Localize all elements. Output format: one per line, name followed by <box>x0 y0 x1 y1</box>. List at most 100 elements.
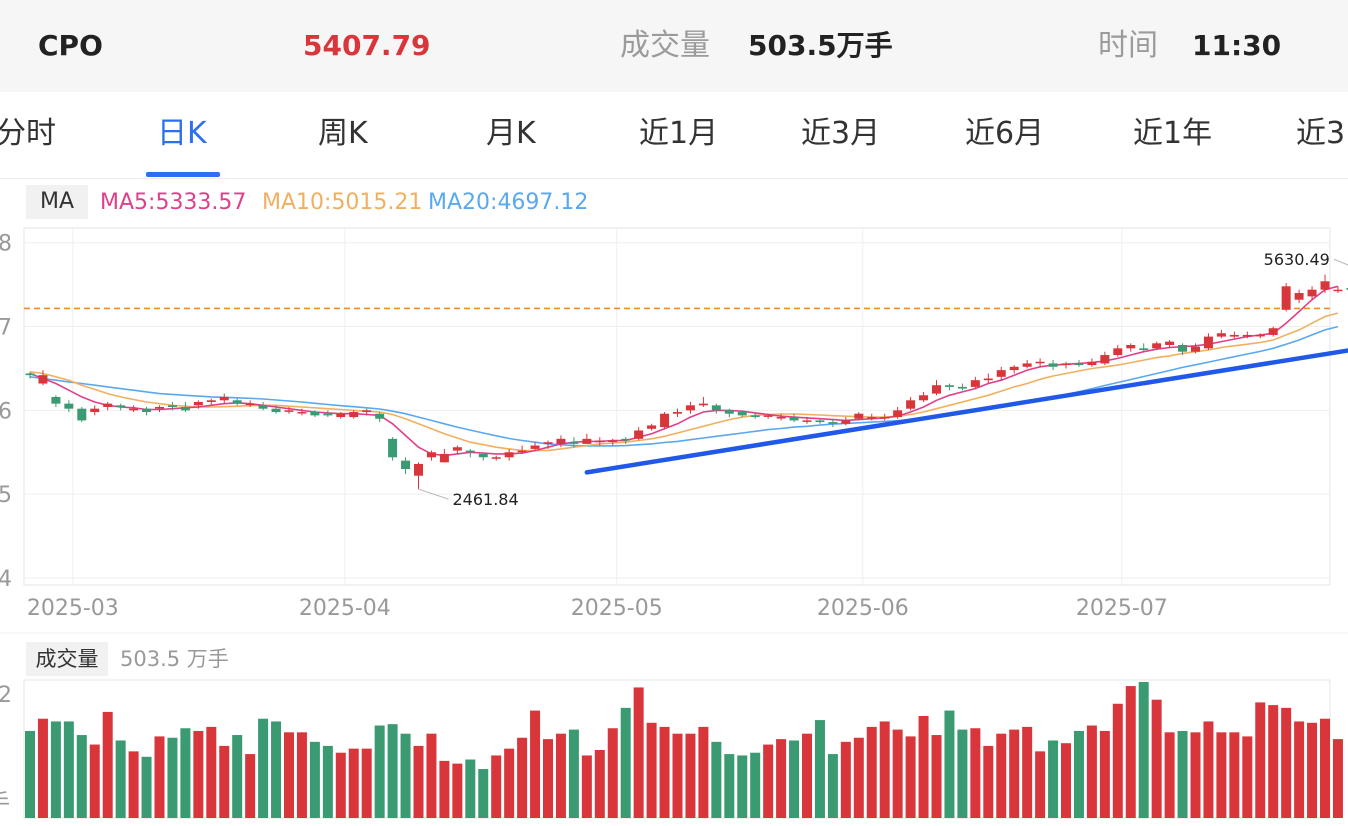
volume-bar <box>452 763 463 818</box>
candle-body <box>750 415 760 418</box>
candle-body <box>841 420 851 424</box>
volume-bar <box>555 733 566 818</box>
volume-bar <box>568 729 579 818</box>
volume-bar <box>141 756 152 818</box>
candle-body <box>284 410 294 412</box>
candle-body <box>232 400 242 404</box>
candle-body <box>724 410 734 414</box>
last-price: 5407.79 <box>303 29 431 62</box>
volume-bar <box>1268 705 1279 818</box>
volume-bar <box>879 721 890 818</box>
candle-body <box>906 400 916 409</box>
volume-bar <box>1203 721 1214 818</box>
volume-bar <box>219 745 230 818</box>
tab-3-years[interactable]: 近3 <box>1296 116 1346 151</box>
volume-panel-value: 503.5 万手 <box>120 647 229 671</box>
volume-bar <box>685 733 696 818</box>
volume-bar <box>827 754 838 818</box>
candle-body <box>595 440 605 443</box>
ma5-line <box>29 285 1339 457</box>
low-price-label: 2461.84 <box>453 490 519 509</box>
candle-body <box>983 378 993 381</box>
volume-bar <box>1112 703 1123 818</box>
candle-body <box>1061 363 1071 366</box>
candle-body <box>193 401 203 406</box>
volume-bar <box>1229 732 1240 818</box>
volume-bar <box>1307 722 1318 818</box>
axis-labels: 8 7 6 5 4 2025-03 2025-04 2025-05 2025-06 2025-07… <box>0 232 1168 816</box>
candle-body <box>1333 289 1343 292</box>
volume-bar <box>335 752 346 818</box>
volume-bar <box>89 744 100 818</box>
volume-bar <box>102 711 113 818</box>
volume-bar <box>413 745 424 818</box>
candle-body <box>815 420 825 423</box>
volume-bar <box>309 741 320 818</box>
volume-bar <box>374 725 385 818</box>
volume-bar <box>348 748 359 818</box>
volume-bar <box>426 733 437 818</box>
candle-body <box>944 385 954 387</box>
candle-body <box>543 442 553 444</box>
candle-body <box>569 442 579 444</box>
y-tick-label: 7 <box>0 316 12 341</box>
candle-body <box>90 408 100 413</box>
candle-body <box>867 417 877 419</box>
candle-body <box>504 452 514 458</box>
tab-monthly-k[interactable]: 月K <box>486 116 536 151</box>
volume-bar <box>63 721 74 818</box>
volume-bar <box>1061 743 1071 818</box>
candle-body <box>375 413 385 419</box>
volume-bar <box>1099 730 1110 818</box>
volume-bar <box>322 745 333 818</box>
candle-body <box>167 405 177 408</box>
ma-selector[interactable]: MA <box>26 185 88 219</box>
tab-1-month[interactable]: 近1月 <box>639 116 719 151</box>
volume-bar <box>115 740 126 818</box>
candle-body <box>245 403 255 406</box>
volume-bar <box>206 726 217 818</box>
candle-body <box>129 408 139 411</box>
tab-1-year[interactable]: 近1年 <box>1133 116 1213 151</box>
tab-3-months[interactable]: 近3月 <box>801 116 881 151</box>
candle-body <box>1022 363 1032 367</box>
volume-bar <box>633 687 644 818</box>
candle-body <box>1242 334 1252 337</box>
volume-bar <box>296 732 307 818</box>
volume-bar <box>1294 721 1305 818</box>
volume-bar <box>1164 732 1175 818</box>
volume-bar <box>76 735 87 818</box>
volume-bar <box>737 755 748 818</box>
candle-body <box>1152 343 1162 349</box>
volume-bar <box>711 741 722 818</box>
candle-body <box>310 412 320 416</box>
candle-body <box>763 415 773 417</box>
tab-intraday[interactable]: 分时 <box>0 116 56 151</box>
volume-bar <box>361 748 372 818</box>
volume-panel-label[interactable]: 成交量 <box>26 642 108 676</box>
tab-weekly-k[interactable]: 周K <box>318 116 368 151</box>
support-trendline <box>584 348 1348 475</box>
volume-bar <box>724 754 735 818</box>
ma5-legend: MA5:5333.57 <box>100 190 247 215</box>
volume-bar <box>1125 686 1136 818</box>
tab-6-months[interactable]: 近6月 <box>965 116 1045 151</box>
candle-body <box>957 386 967 389</box>
volume-bar <box>465 759 476 818</box>
candle-body <box>1048 363 1058 367</box>
volume-bar <box>543 739 553 818</box>
ma20-legend: MA20:4697.12 <box>428 190 589 215</box>
volume-bar <box>957 729 968 818</box>
candle-body <box>1191 346 1200 352</box>
candle-body <box>970 380 980 387</box>
candle-body <box>621 438 631 441</box>
candle-body <box>880 417 890 419</box>
volume-bar <box>1190 732 1201 818</box>
tab-daily-k[interactable]: 日K <box>157 116 207 151</box>
candle-body <box>465 450 475 453</box>
candle-body <box>452 447 462 451</box>
volume-bar <box>646 722 657 818</box>
candle-body <box>1229 334 1239 337</box>
candle-body <box>1035 361 1045 364</box>
